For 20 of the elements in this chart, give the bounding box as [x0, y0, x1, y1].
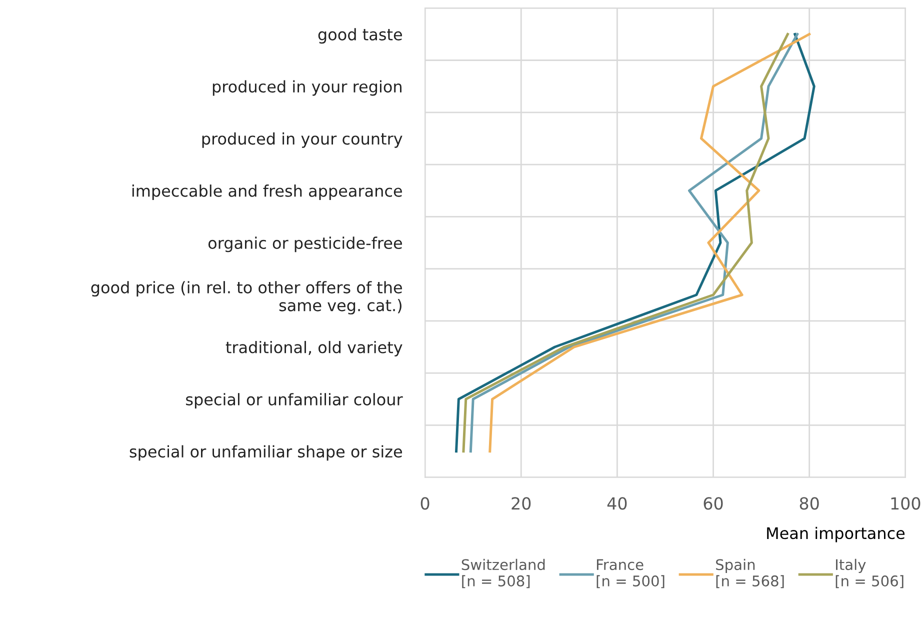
y-tick-label: produced in your region [212, 80, 402, 96]
x-axis-title: Mean importance [767, 526, 905, 542]
x-tick-label: 80 [800, 497, 819, 510]
y-tick-label: good price (in rel. to other offers of the same veg. cat.) [91, 281, 402, 314]
y-tick-label: organic or pesticide-free [208, 236, 402, 252]
y-tick-label: good taste [318, 28, 402, 44]
x-tick-label: 100 [891, 497, 920, 510]
y-tick-label: impeccable and fresh appearance [132, 184, 402, 200]
y-tick-label: special or unfamiliar colour [186, 393, 403, 409]
legend-label: France [n = 500] [596, 559, 664, 588]
legend-label: Spain [n = 568] [716, 558, 784, 588]
x-tick-label: 40 [607, 497, 627, 510]
legend-label: Switzerland [n = 508] [462, 558, 545, 588]
y-tick-label: produced in your country [202, 132, 402, 148]
x-tick-label: 60 [704, 497, 723, 510]
x-tick-label: 20 [512, 497, 531, 510]
legend-label: Italy [n = 506] [836, 558, 904, 588]
x-tick-label: 0 [420, 497, 430, 510]
y-tick-label: traditional, old variety [226, 340, 402, 356]
y-tick-label: special or unfamiliar shape or size [130, 445, 402, 461]
